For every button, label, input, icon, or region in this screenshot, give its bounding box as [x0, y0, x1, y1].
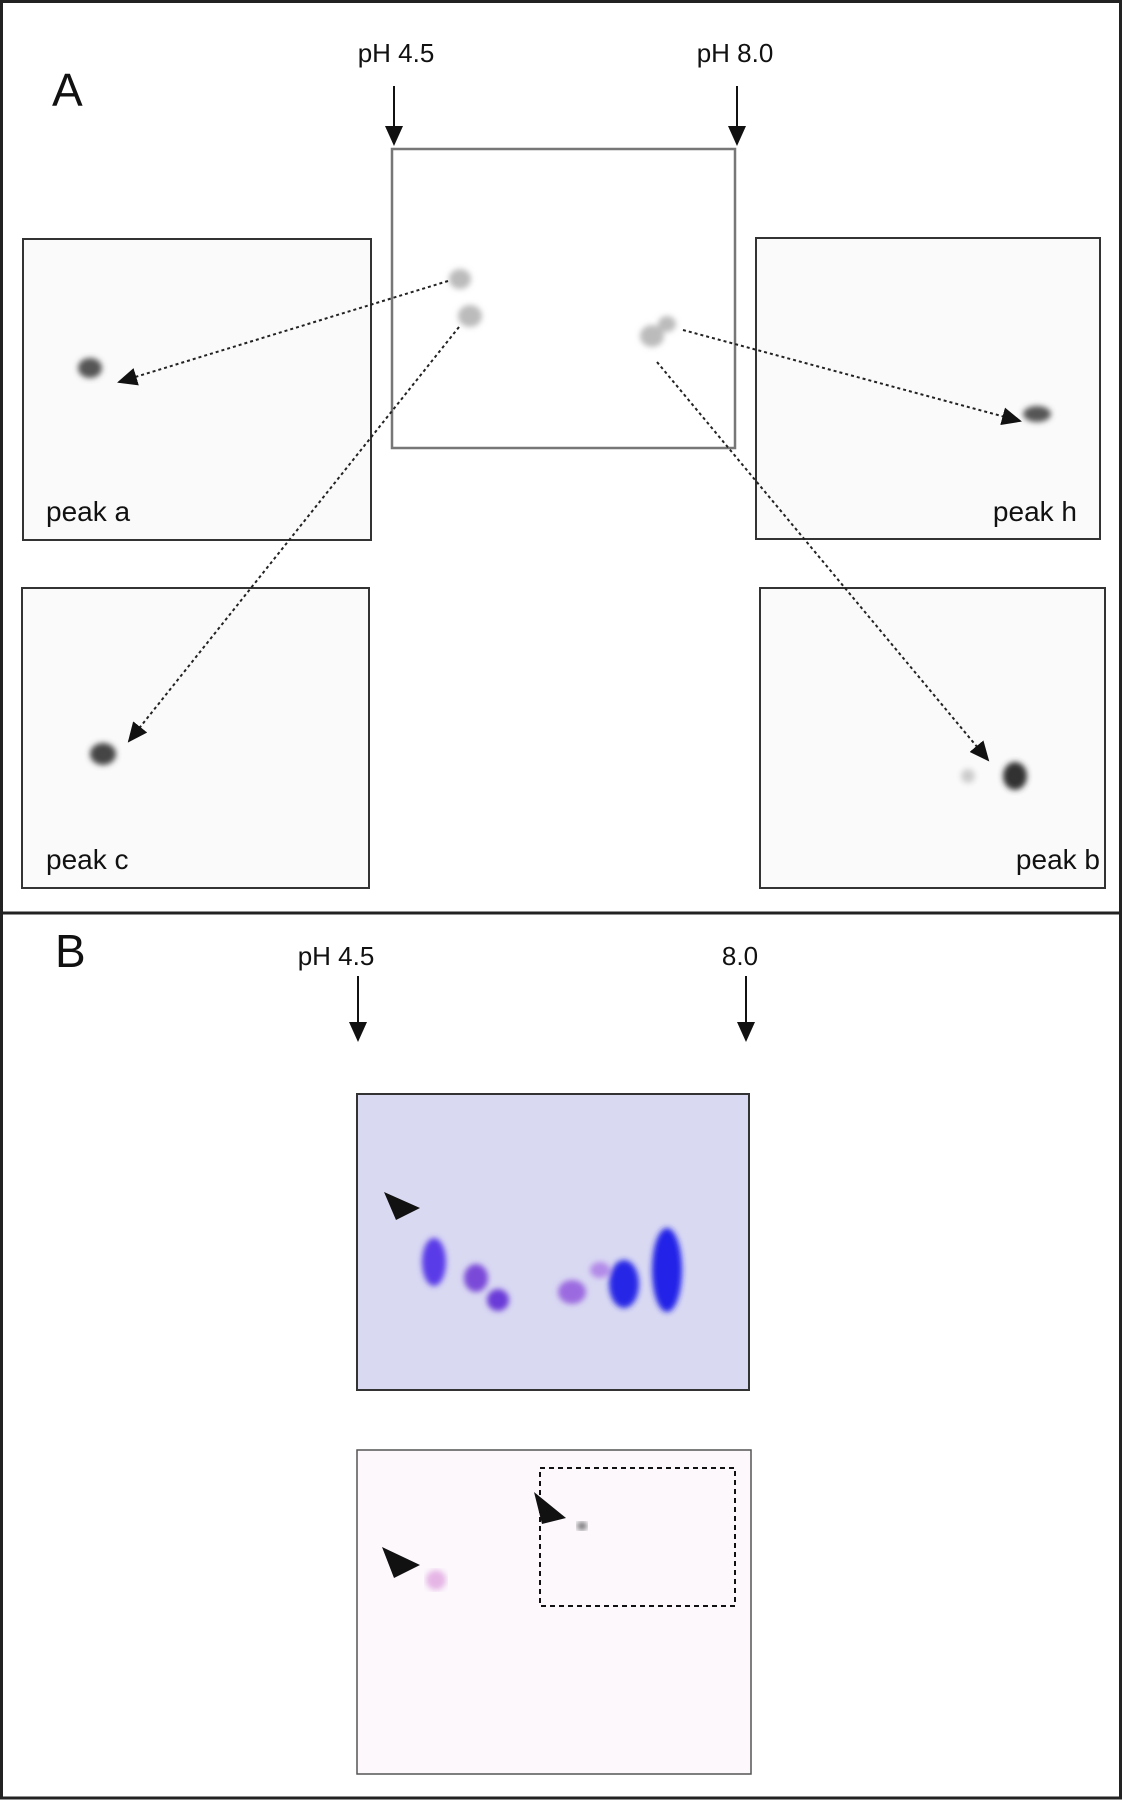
ph-label: pH 4.5 [298, 941, 375, 971]
inset-label: peak c [46, 844, 129, 875]
inset [23, 239, 371, 540]
ph-label: 8.0 [722, 941, 758, 971]
panel-label: B [55, 925, 86, 977]
panel-label: A [52, 64, 83, 116]
gel-overview [392, 149, 735, 448]
figure: A pH 4.5 pH 8.0 peak a peak h peak c pea… [0, 0, 1122, 1800]
blot-spot [426, 1570, 446, 1590]
stained-gel [357, 1094, 749, 1390]
inset-label: peak a [46, 496, 130, 527]
ph-label: pH 4.5 [358, 38, 435, 68]
blot [357, 1450, 751, 1774]
page: A pH 4.5 pH 8.0 peak a peak h peak c pea… [0, 0, 1122, 1800]
inset [760, 588, 1105, 888]
blot-spot [577, 1522, 587, 1530]
inset [756, 238, 1100, 539]
inset-label: peak b [1016, 844, 1100, 875]
ph-label: pH 8.0 [697, 38, 774, 68]
inset [22, 588, 369, 888]
inset-label: peak h [993, 496, 1077, 527]
